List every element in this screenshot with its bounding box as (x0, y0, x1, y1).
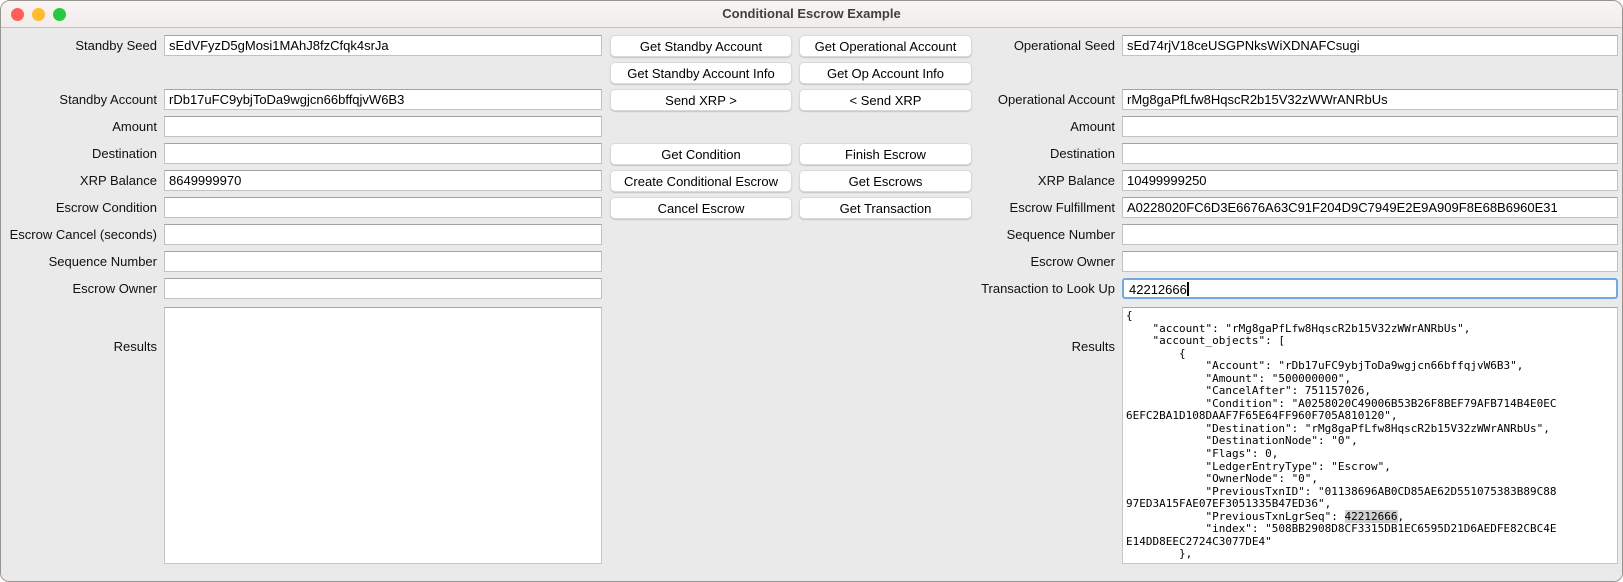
operational-sequence-number-field[interactable] (1122, 224, 1618, 245)
send-xrp-left-button[interactable]: < Send XRP (799, 89, 972, 111)
standby-destination-label: Destination (1, 143, 157, 164)
operational-destination-label: Destination (951, 143, 1115, 164)
cancel-escrow-button[interactable]: Cancel Escrow (610, 197, 792, 219)
standby-escrow-owner-label: Escrow Owner (1, 278, 157, 299)
operational-account-field[interactable] (1122, 89, 1618, 110)
form-area: Standby Seed Standby Account Amount Destina… (1, 29, 1622, 581)
standby-results-label: Results (1, 336, 157, 357)
standby-sequence-number-field[interactable] (164, 251, 602, 272)
standby-destination-field[interactable] (164, 143, 602, 164)
operational-seed-field[interactable] (1122, 35, 1618, 56)
standby-xrp-balance-field[interactable] (164, 170, 602, 191)
text-cursor (1187, 282, 1189, 296)
standby-xrp-balance-label: XRP Balance (1, 170, 157, 191)
finish-escrow-button[interactable]: Finish Escrow (799, 143, 972, 165)
window-title: Conditional Escrow Example (1, 1, 1622, 28)
escrow-condition-label: Escrow Condition (1, 197, 157, 218)
operational-escrow-owner-label: Escrow Owner (951, 251, 1115, 272)
get-standby-account-info-button[interactable]: Get Standby Account Info (610, 62, 792, 84)
transaction-to-look-up-label: Transaction to Look Up (951, 278, 1115, 299)
standby-results-textarea[interactable] (164, 307, 602, 564)
operational-results-label: Results (951, 336, 1115, 357)
operational-amount-label: Amount (951, 116, 1115, 137)
escrow-condition-field[interactable] (164, 197, 602, 218)
operational-sequence-number-label: Sequence Number (951, 224, 1115, 245)
standby-amount-label: Amount (1, 116, 157, 137)
search-highlight: 42212666 (1345, 510, 1398, 523)
standby-seed-label: Standby Seed (1, 35, 157, 56)
standby-account-field[interactable] (164, 89, 602, 110)
standby-account-label: Standby Account (1, 89, 157, 110)
standby-results-text (165, 308, 601, 310)
get-transaction-button[interactable]: Get Transaction (799, 197, 972, 219)
escrow-cancel-seconds-label: Escrow Cancel (seconds) (1, 224, 157, 245)
operational-seed-label: Operational Seed (951, 35, 1115, 56)
get-operational-account-button[interactable]: Get Operational Account (799, 35, 972, 57)
app-window: Conditional Escrow Example Standby SeedS… (0, 0, 1623, 582)
operational-amount-field[interactable] (1122, 116, 1618, 137)
get-op-account-info-button[interactable]: Get Op Account Info (799, 62, 972, 84)
escrow-fulfillment-label: Escrow Fulfillment (951, 197, 1115, 218)
operational-account-label: Operational Account (951, 89, 1115, 110)
operational-destination-field[interactable] (1122, 143, 1618, 164)
standby-amount-field[interactable] (164, 116, 602, 137)
standby-seed-field[interactable] (164, 35, 602, 56)
operational-xrp-balance-field[interactable] (1122, 170, 1618, 191)
get-standby-account-button[interactable]: Get Standby Account (610, 35, 792, 57)
create-conditional-escrow-button[interactable]: Create Conditional Escrow (610, 170, 792, 192)
send-xrp-right-button[interactable]: Send XRP > (610, 89, 792, 111)
standby-escrow-owner-field[interactable] (164, 278, 602, 299)
title-bar: Conditional Escrow Example (1, 1, 1622, 28)
get-escrows-button[interactable]: Get Escrows (799, 170, 972, 192)
transaction-to-look-up-value: 42212666 (1129, 280, 1189, 301)
operational-results-text: { "account": "rMg8gaPfLfw8HqscR2b15V32zW… (1123, 308, 1617, 561)
escrow-cancel-seconds-field[interactable] (164, 224, 602, 245)
operational-xrp-balance-label: XRP Balance (951, 170, 1115, 191)
operational-escrow-owner-field[interactable] (1122, 251, 1618, 272)
transaction-to-look-up-field[interactable]: 42212666 (1122, 278, 1618, 299)
operational-results-textarea[interactable]: { "account": "rMg8gaPfLfw8HqscR2b15V32zW… (1122, 307, 1618, 564)
escrow-fulfillment-field[interactable] (1122, 197, 1618, 218)
get-condition-button[interactable]: Get Condition (610, 143, 792, 165)
standby-sequence-number-label: Sequence Number (1, 251, 157, 272)
